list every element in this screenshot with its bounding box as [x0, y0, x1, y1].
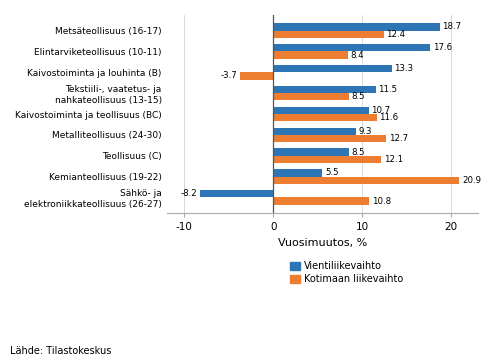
Bar [274, 51, 348, 59]
Text: 17.6: 17.6 [433, 43, 452, 52]
Bar [274, 127, 356, 135]
Text: 8.4: 8.4 [351, 51, 364, 60]
Bar [274, 44, 430, 51]
X-axis label: Vuosimuutos, %: Vuosimuutos, % [278, 238, 367, 248]
Bar [274, 23, 440, 31]
Bar [274, 169, 322, 176]
Text: 12.7: 12.7 [389, 134, 408, 143]
Text: 12.4: 12.4 [387, 30, 405, 39]
Text: 5.5: 5.5 [325, 168, 339, 177]
Text: 18.7: 18.7 [442, 22, 461, 31]
Bar [274, 156, 381, 163]
Text: 8.5: 8.5 [352, 148, 365, 157]
Text: Lähde: Tilastokeskus: Lähde: Tilastokeskus [10, 346, 111, 356]
Bar [274, 176, 459, 184]
Text: 10.8: 10.8 [372, 197, 391, 206]
Text: 11.6: 11.6 [379, 113, 398, 122]
Text: 12.1: 12.1 [384, 155, 403, 164]
Text: 8.5: 8.5 [352, 92, 365, 101]
Bar [274, 93, 349, 100]
Text: -3.7: -3.7 [221, 72, 238, 81]
Bar [274, 148, 349, 156]
Text: 10.7: 10.7 [371, 106, 390, 115]
Bar [274, 86, 376, 93]
Bar [274, 114, 377, 121]
Legend: Vientiliikevaihto, Kotimaan liikevaihto: Vientiliikevaihto, Kotimaan liikevaihto [290, 261, 404, 284]
Bar [274, 65, 392, 72]
Bar [274, 107, 369, 114]
Text: -8.2: -8.2 [181, 189, 198, 198]
Text: 13.3: 13.3 [394, 64, 414, 73]
Bar [241, 72, 274, 80]
Text: 11.5: 11.5 [378, 85, 397, 94]
Text: 20.9: 20.9 [462, 176, 481, 185]
Bar [274, 31, 384, 38]
Bar [274, 197, 369, 205]
Bar [201, 190, 274, 197]
Bar [274, 135, 387, 142]
Text: 9.3: 9.3 [359, 127, 372, 136]
